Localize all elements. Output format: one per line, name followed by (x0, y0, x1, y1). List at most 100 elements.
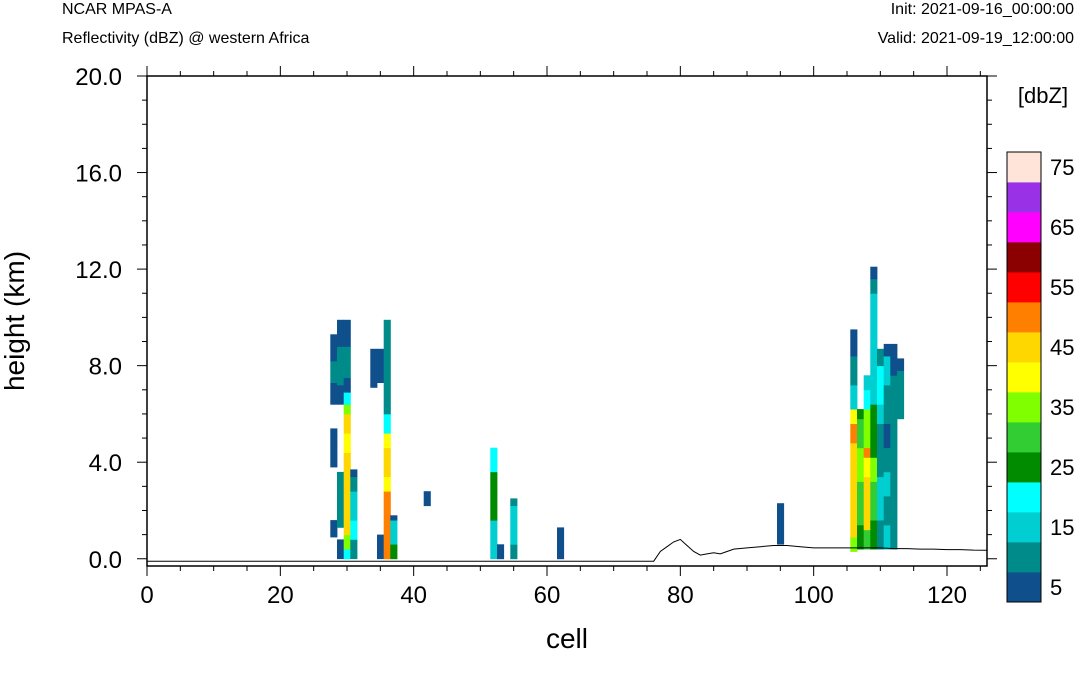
reflectivity-cell (510, 544, 518, 560)
reflectivity-cell (390, 544, 398, 560)
colorbar-swatch (1007, 152, 1041, 183)
reflectivity-cell (343, 346, 351, 379)
colorbar-tick-label: 75 (1050, 155, 1074, 180)
colorbar-tick-label: 5 (1050, 575, 1062, 600)
colorbar-swatch (1007, 332, 1041, 363)
reflectivity-cell (890, 476, 898, 526)
reflectivity-cell (870, 404, 878, 444)
reflectivity-cell (863, 447, 871, 458)
reflectivity-cell (330, 382, 338, 405)
reflectivity-cell (850, 423, 858, 444)
reflectivity-cell (350, 539, 358, 560)
header-right-title: Init: 2021-09-16_00:00:00 (890, 1, 1074, 18)
reflectivity-cell (857, 409, 865, 420)
reflectivity-cell (370, 348, 378, 388)
reflectivity-cell (870, 481, 878, 521)
x-tick-label: 60 (534, 582, 561, 609)
reflectivity-cell (883, 525, 891, 550)
x-tick-label: 0 (140, 582, 153, 609)
reflectivity-cell (377, 348, 385, 383)
reflectivity-cell (383, 433, 391, 449)
reflectivity-cell (423, 491, 431, 507)
colorbar-swatch (1007, 182, 1041, 213)
colorbar-tick-label: 35 (1050, 395, 1074, 420)
header-right-subtitle: Valid: 2021-09-19_12:00:00 (877, 30, 1074, 47)
reflectivity-cell (897, 358, 905, 371)
reflectivity-cell (343, 319, 351, 347)
reflectivity-cell (850, 356, 858, 386)
reflectivity-cell (350, 469, 358, 477)
reflectivity-cell (870, 293, 878, 333)
reflectivity-cell (383, 413, 391, 434)
reflectivity-cell (890, 525, 898, 550)
reflectivity-cell (877, 365, 885, 405)
reflectivity-cell (490, 520, 498, 560)
reflectivity-cell (863, 375, 871, 391)
reflectivity-cell (890, 375, 898, 410)
reflectivity-cell (510, 498, 518, 506)
reflectivity-cell (490, 447, 498, 473)
y-tick-label: 20.0 (75, 64, 122, 91)
x-axis-label: cell (546, 623, 588, 654)
plot-frame (146, 75, 988, 567)
reflectivity-cell (383, 476, 391, 492)
terrain-line (147, 538, 988, 562)
colorbar-swatch (1007, 542, 1041, 573)
reflectivity-cell (877, 520, 885, 550)
reflectivity-cell (863, 457, 871, 478)
reflectivity-cell (890, 409, 898, 449)
y-tick-label: 16.0 (75, 161, 122, 188)
reflectivity-cell (870, 331, 878, 386)
reflectivity-cell (350, 491, 358, 521)
reflectivity-cell (850, 329, 858, 357)
reflectivity-cell (490, 471, 498, 492)
colorbar-tick-label: 45 (1050, 335, 1074, 360)
reflectivity-cell (870, 457, 878, 482)
x-tick-labels: 0 20 40 60 80 100 120 (140, 582, 967, 609)
x-tick-label: 120 (927, 582, 967, 609)
reflectivity-cell (383, 491, 391, 560)
reflectivity-cell (883, 423, 891, 449)
colorbar-tick-label: 65 (1050, 215, 1074, 240)
reflectivity-cell (337, 539, 345, 560)
reflectivity-cell (557, 527, 565, 560)
reflectivity-cell (377, 534, 385, 560)
reflectivity-cell (343, 377, 351, 393)
y-tick-label: 8.0 (89, 354, 122, 381)
reflectivity-cell (870, 385, 878, 405)
reflectivity-cell (863, 476, 871, 531)
y-tick-labels: 0.0 4.0 8.0 12.0 16.0 20.0 (75, 64, 122, 574)
reflectivity-cell (383, 447, 391, 478)
reflectivity-cell (857, 418, 865, 449)
colorbar-swatch (1007, 212, 1041, 243)
reflectivity-cell (330, 447, 338, 468)
reflectivity-cell (343, 433, 351, 453)
colorbar-swatch (1007, 422, 1041, 453)
reflectivity-cell (857, 525, 865, 550)
reflectivity-cell (510, 505, 518, 545)
colorbar: 5 15 25 35 45 55 65 75 (1006, 151, 1074, 603)
colorbar-tick-label: 15 (1050, 515, 1074, 540)
reflectivity-cell (877, 423, 885, 458)
reflectivity-cells (330, 266, 905, 560)
reflectivity-cell (863, 409, 871, 449)
reflectivity-cell (890, 343, 898, 359)
colorbar-swatch (1007, 272, 1041, 303)
header-left-subtitle: Reflectivity (dBZ) @ western Africa (62, 30, 310, 47)
reflectivity-cell (337, 385, 345, 405)
reflectivity-cell (390, 515, 398, 521)
reflectivity-cell (343, 392, 351, 405)
colorbar-swatch (1007, 482, 1041, 513)
reflectivity-cell (343, 452, 351, 536)
reflectivity-cell (890, 447, 898, 478)
reflectivity-cell (330, 520, 338, 538)
reflectivity-cell (350, 476, 358, 492)
reflectivity-cell (883, 385, 891, 410)
x-tick-label: 40 (400, 582, 427, 609)
reflectivity-cell (497, 544, 505, 560)
reflectivity-cell (883, 343, 891, 357)
reflectivity-cell (850, 442, 858, 473)
reflectivity-cell (490, 491, 498, 521)
colorbar-swatch (1007, 572, 1041, 603)
reflectivity-cell (870, 278, 878, 294)
